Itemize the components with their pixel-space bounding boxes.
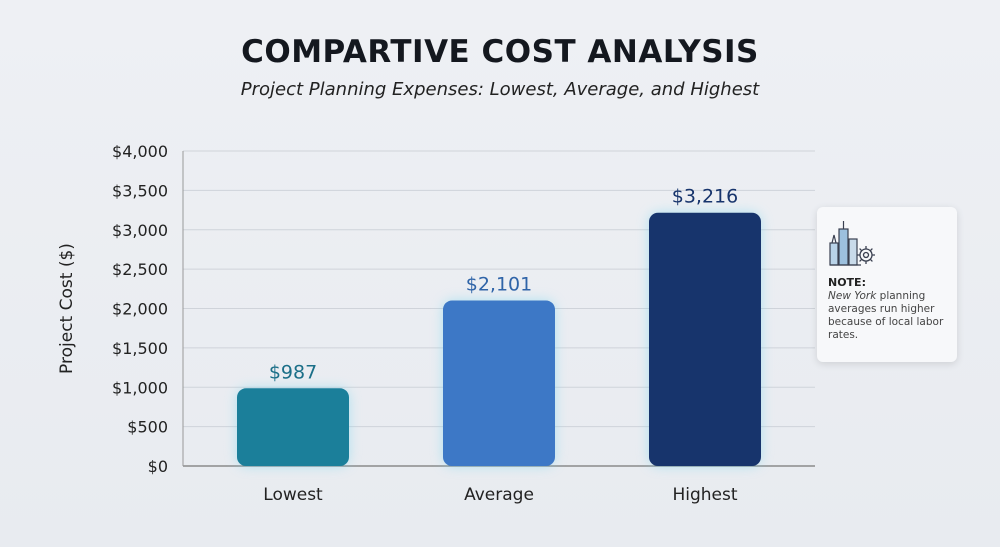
y-tick-label: $0 xyxy=(148,457,168,476)
chart-subtitle: Project Planning Expenses: Lowest, Avera… xyxy=(240,79,760,100)
note-text-body: planning averages run higher because of … xyxy=(828,290,944,341)
y-tick-label: $2,500 xyxy=(112,260,168,279)
y-tick-label: $3,000 xyxy=(112,221,168,240)
y-tick-label: $500 xyxy=(127,418,168,437)
note-text: New York planning averages run higher be… xyxy=(828,290,956,342)
y-axis-label: Project Cost ($) xyxy=(57,243,77,374)
x-tick-label: Highest xyxy=(672,485,737,505)
bar-average xyxy=(443,300,555,466)
bar-highest xyxy=(649,212,761,466)
data-label: $3,216 xyxy=(672,186,738,208)
x-tick-label: Average xyxy=(464,485,534,505)
y-tick-label: $4,000 xyxy=(112,142,168,161)
chart-title: COMPARTIVE COST ANALYSIS xyxy=(241,34,759,70)
city-gear-icon xyxy=(829,221,875,266)
y-tick-label: $3,500 xyxy=(112,181,168,200)
y-tick-label: $2,000 xyxy=(112,300,168,319)
note-callout: NOTE: New York planning averages run hig… xyxy=(817,207,957,362)
y-tick-label: $1,000 xyxy=(112,378,168,397)
note-heading: NOTE: xyxy=(828,276,866,289)
y-tick-label: $1,500 xyxy=(112,339,168,358)
data-label: $2,101 xyxy=(466,274,532,296)
x-tick-label: Lowest xyxy=(263,485,323,505)
note-text-emphasis: New York xyxy=(828,290,877,302)
bar-lowest xyxy=(237,388,349,466)
data-label: $987 xyxy=(269,361,317,383)
